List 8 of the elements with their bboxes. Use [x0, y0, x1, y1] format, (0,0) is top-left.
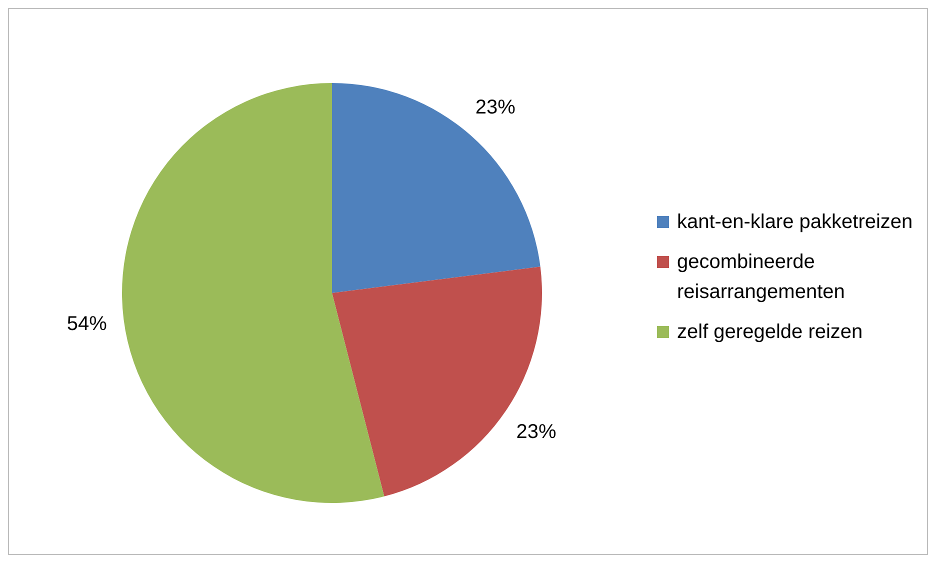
pie-slice [332, 83, 540, 293]
pie-slice [122, 83, 384, 503]
data-label: 23% [475, 96, 516, 119]
legend-label: kant-en-klare pakketreizen [677, 210, 913, 234]
data-label: 54% [66, 312, 108, 335]
data-label: 23% [516, 420, 557, 443]
legend-label: zelf geregelde reizen [677, 320, 863, 344]
legend-label: gecombineerde reisarrangementen [677, 250, 846, 304]
